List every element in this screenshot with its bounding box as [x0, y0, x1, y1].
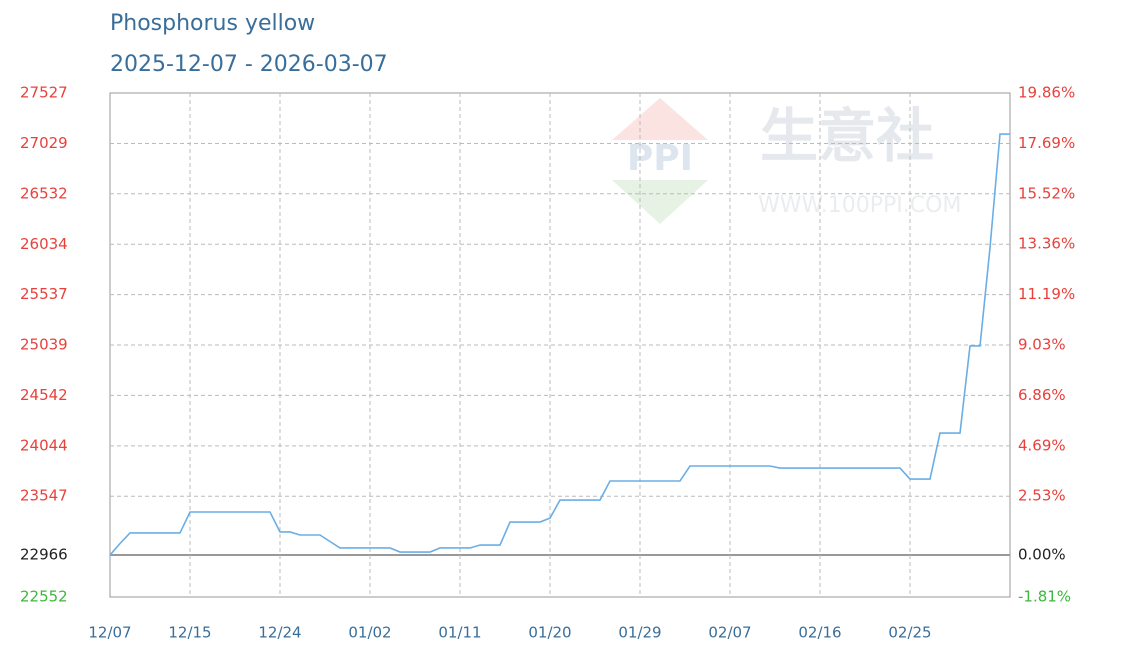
x-tick-label: 01/11 — [438, 624, 481, 642]
y-tick-label: 22966 — [20, 546, 68, 564]
x-tick-label: 12/15 — [168, 624, 211, 642]
x-tick-label: 02/25 — [888, 624, 931, 642]
chart-title: Phosphorus yellow — [110, 11, 315, 36]
y2-tick-label: 0.00% — [1018, 545, 1066, 563]
y-tick-label: 23547 — [20, 487, 68, 505]
watermark-logo-text: PPI — [627, 138, 693, 179]
x-tick-label: 12/24 — [258, 624, 301, 642]
x-tick-label: 02/07 — [708, 624, 751, 642]
watermark: PPI 生意社 WWW.100PPI.COM — [612, 98, 961, 224]
y2-tick-label: -1.81% — [1018, 588, 1071, 606]
chart-subtitle: 2025-12-07 - 2026-03-07 — [110, 52, 388, 77]
y2-tick-label: 4.69% — [1018, 436, 1066, 454]
watermark-brand: 生意社 — [760, 102, 934, 170]
y-tick-label: 25537 — [20, 285, 68, 303]
watermark-site: WWW.100PPI.COM — [758, 193, 961, 218]
watermark-logo-top — [612, 98, 708, 140]
watermark-logo-bottom — [612, 180, 708, 224]
y-tick-label: 26034 — [20, 235, 68, 253]
y-tick-label: 25039 — [20, 336, 68, 354]
x-tick-label: 01/29 — [618, 624, 661, 642]
y2-tick-label: 19.86% — [1018, 84, 1075, 102]
data-line — [109, 133, 1010, 556]
y-tick-label: 27029 — [20, 134, 68, 152]
x-tick-label: 12/07 — [88, 624, 131, 642]
y2-tick-label: 6.86% — [1018, 386, 1066, 404]
y2-tick-label: 13.36% — [1018, 235, 1075, 253]
x-tick-label: 02/16 — [798, 624, 841, 642]
y2-tick-label: 9.03% — [1018, 335, 1066, 353]
y2-tick-label: 2.53% — [1018, 487, 1066, 505]
y2-tick-label: 15.52% — [1018, 184, 1075, 202]
x-tick-label: 01/20 — [528, 624, 571, 642]
y-tick-label: 24044 — [20, 436, 68, 454]
x-tick-label: 01/02 — [348, 624, 391, 642]
y2-tick-label: 11.19% — [1018, 285, 1075, 303]
y-tick-label: 22552 — [20, 588, 68, 606]
y-tick-label: 24542 — [20, 386, 68, 404]
y2-tick-label: 17.69% — [1018, 134, 1075, 152]
y-tick-label: 27527 — [20, 84, 68, 102]
y-tick-label: 26532 — [20, 184, 68, 202]
